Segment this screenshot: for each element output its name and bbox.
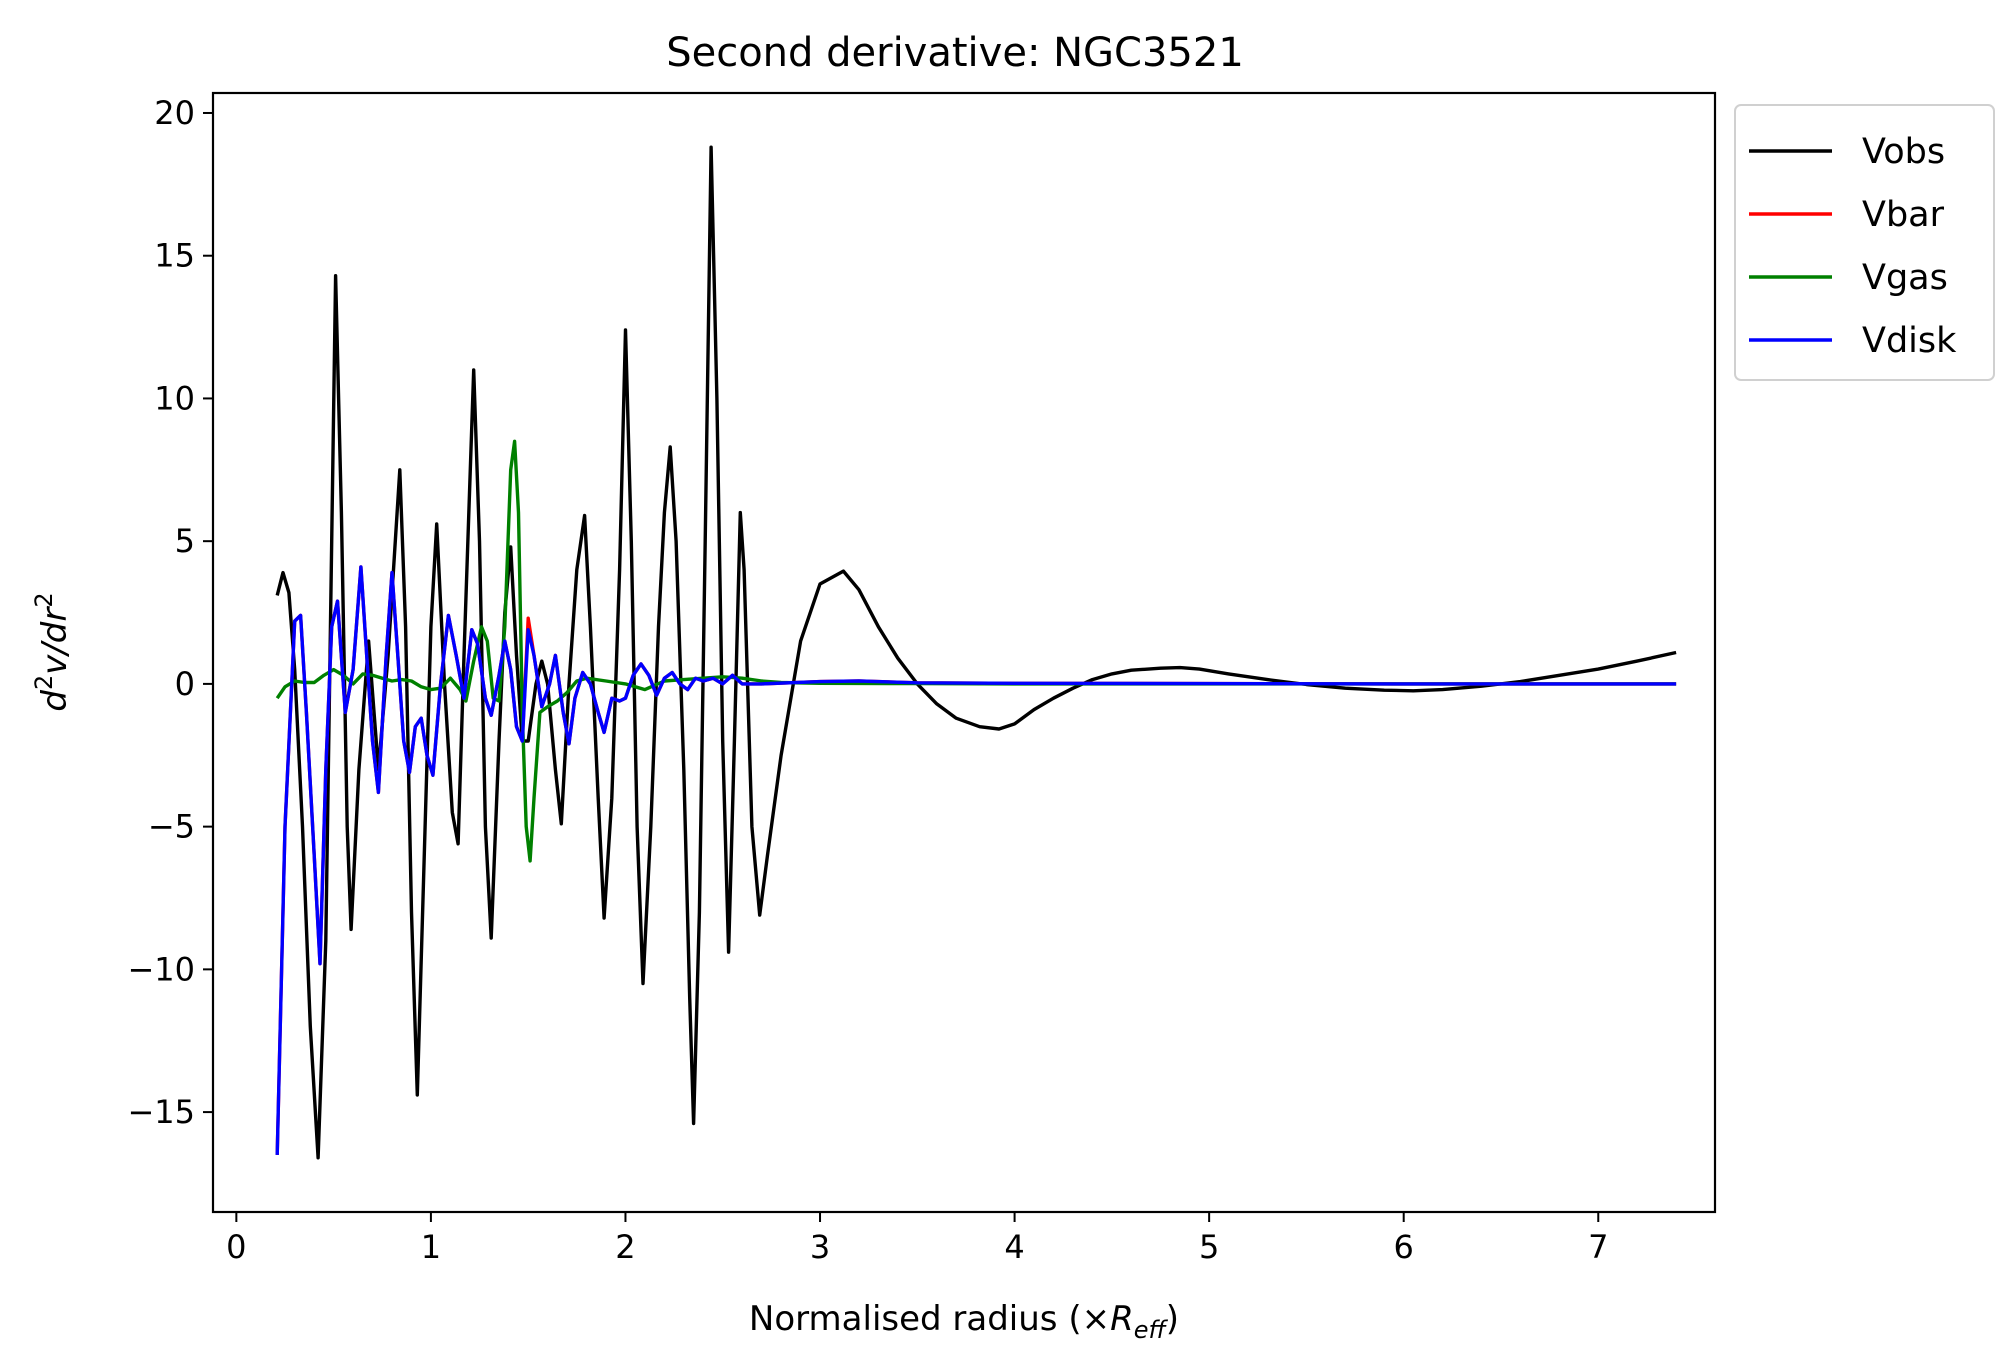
plot-area-frame xyxy=(211,91,1717,1214)
chart-title: Second derivative: NGC3521 xyxy=(666,30,1244,76)
y-axis-label-sup1: 2 xyxy=(30,675,58,690)
y-tick-label: 15 xyxy=(154,237,195,275)
x-tick-label: 0 xyxy=(226,1228,246,1266)
y-axis-label-sup2: 2 xyxy=(30,592,58,607)
y-axis-label-mid: v/dr xyxy=(35,606,75,675)
series-line-vgas xyxy=(275,439,1677,863)
x-axis-label-symbol: R xyxy=(1110,1299,1134,1339)
x-tick-label: 6 xyxy=(1394,1228,1414,1266)
y-axis: −15 −10 −5 0 5 10 15 20 xyxy=(127,94,213,1131)
legend-box xyxy=(1734,104,1995,381)
y-axis-label: d2v/dr2 xyxy=(30,592,75,711)
legend-label-vobs: Vobs xyxy=(1862,132,1945,172)
series-layer xyxy=(275,145,1677,1160)
legend-label-vgas: Vgas xyxy=(1862,258,1948,298)
y-tick-label: −10 xyxy=(127,950,195,988)
x-tick-label: 7 xyxy=(1588,1228,1608,1266)
legend: Vobs Vbar Vgas Vdisk xyxy=(1734,104,1995,381)
x-axis-label-close: ) xyxy=(1166,1299,1179,1339)
legend-label-vbar: Vbar xyxy=(1862,195,1945,235)
series-line-vdisk xyxy=(275,565,1677,1155)
x-axis-label-text: Normalised radius (× xyxy=(749,1299,1110,1339)
x-axis-label: Normalised radius (×Reff) xyxy=(749,1299,1179,1344)
x-tick-label: 1 xyxy=(421,1228,441,1266)
y-tick-label: 0 xyxy=(175,665,195,703)
y-tick-label: 20 xyxy=(154,94,195,132)
x-tick-label: 3 xyxy=(810,1228,830,1266)
x-tick-label: 5 xyxy=(1199,1228,1219,1266)
y-tick-label: 5 xyxy=(175,522,195,560)
legend-label-vdisk: Vdisk xyxy=(1862,321,1957,361)
x-axis: 0 1 2 3 4 5 6 7 xyxy=(226,1212,1608,1266)
y-axis-label-d: d xyxy=(35,690,75,712)
y-tick-label: −5 xyxy=(148,808,195,846)
x-tick-label: 2 xyxy=(615,1228,635,1266)
x-axis-label-subscript: eff xyxy=(1134,1316,1169,1344)
x-tick-label: 4 xyxy=(1004,1228,1024,1266)
y-tick-label: −15 xyxy=(127,1093,195,1131)
y-tick-label: 10 xyxy=(154,379,195,417)
